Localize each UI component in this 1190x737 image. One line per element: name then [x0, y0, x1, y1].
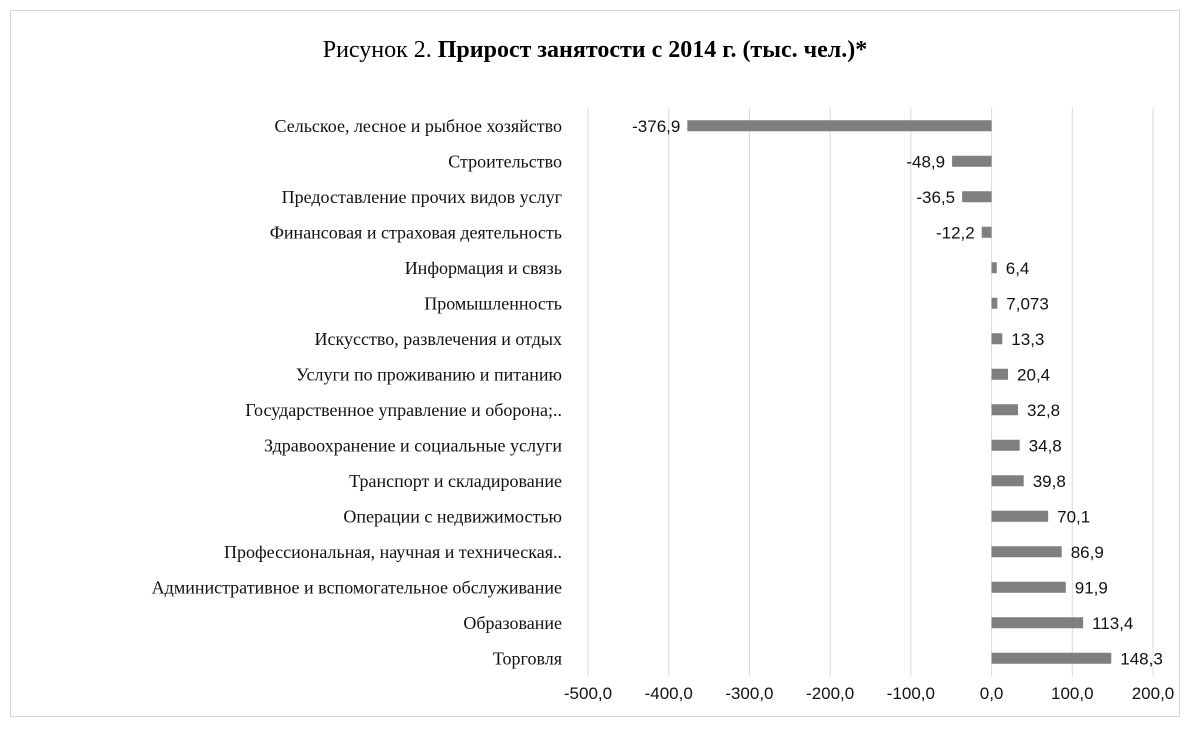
bar-2: [962, 191, 992, 203]
category-label: Промышленность: [424, 293, 562, 313]
bar-14: [991, 617, 1084, 629]
bar-8: [991, 404, 1019, 416]
data-label: 148,3: [1120, 649, 1163, 668]
bar-10: [991, 475, 1024, 487]
category-label: Информация и связь: [405, 258, 562, 278]
category-label: Государственное управление и оборона;..: [245, 400, 562, 420]
x-tick-label: 0,0: [980, 684, 1004, 703]
chart-title-prefix: Рисунок 2.: [322, 37, 432, 63]
category-label: Услуги по проживанию и питанию: [296, 364, 562, 384]
chart-title: Рисунок 2. Прирост занятости с 2014 г. (…: [11, 37, 1179, 64]
bar-5: [991, 297, 998, 309]
bar-12: [991, 546, 1062, 558]
category-label: Административное и вспомогательное обслу…: [152, 577, 562, 597]
category-label: Торговля: [493, 648, 562, 668]
category-label: Сельское, лесное и рыбное хозяйство: [275, 116, 562, 136]
bar-13: [991, 581, 1066, 593]
bar-11: [991, 510, 1049, 522]
x-tick-label: -100,0: [887, 684, 935, 703]
data-label: -48,9: [906, 152, 945, 171]
data-label: 7,073: [1006, 294, 1049, 313]
category-label: Искусство, развлечения и отдых: [315, 329, 562, 349]
bar-7: [991, 368, 1009, 380]
data-label: 113,4: [1092, 614, 1133, 633]
data-label: 6,4: [1006, 259, 1030, 278]
bar-3: [981, 226, 992, 238]
bar-1: [952, 155, 992, 167]
bar-15: [991, 652, 1112, 664]
category-label: Финансовая и страховая деятельность: [270, 222, 562, 242]
data-label: 70,1: [1057, 507, 1090, 526]
category-label: Образование: [463, 613, 562, 633]
category-label: Предоставление прочих видов услуг: [282, 187, 562, 207]
bar-0: [687, 120, 992, 132]
bar-9: [991, 439, 1020, 451]
bar-4: [991, 262, 997, 274]
x-tick-label: -500,0: [564, 684, 612, 703]
x-tick-label: -400,0: [645, 684, 693, 703]
data-label: -12,2: [936, 223, 975, 242]
data-label: -36,5: [916, 188, 955, 207]
x-tick-label: 200,0: [1132, 684, 1175, 703]
x-tick-label: -200,0: [806, 684, 854, 703]
category-label: Профессиональная, научная и техническая.…: [224, 542, 562, 562]
x-tick-label: 100,0: [1051, 684, 1094, 703]
category-label: Транспорт и складирование: [349, 471, 562, 491]
data-label: 32,8: [1027, 401, 1060, 420]
data-label: 13,3: [1011, 330, 1044, 349]
bar-chart: -500,0 -400,0 -300,0 -200,0 -100,0 0,0 100,0 20…: [152, 108, 1175, 703]
x-tick-label: -300,0: [725, 684, 773, 703]
data-label: 91,9: [1075, 578, 1108, 597]
data-label: 86,9: [1071, 543, 1104, 562]
bar-6: [991, 333, 1003, 345]
chart-container: Рисунок 2. Прирост занятости с 2014 г. (…: [10, 10, 1180, 717]
data-label: 34,8: [1029, 436, 1062, 455]
data-label: 39,8: [1033, 472, 1066, 491]
category-label: Здравоохранение и социальные услуги: [264, 435, 562, 455]
chart-title-main: Прирост занятости с 2014 г. (тыс. чел.)*: [437, 37, 868, 63]
category-label: Строительство: [448, 151, 562, 171]
data-label: 20,4: [1017, 365, 1050, 384]
category-label: Операции с недвижимостью: [343, 506, 562, 526]
data-label: -376,9: [632, 117, 680, 136]
